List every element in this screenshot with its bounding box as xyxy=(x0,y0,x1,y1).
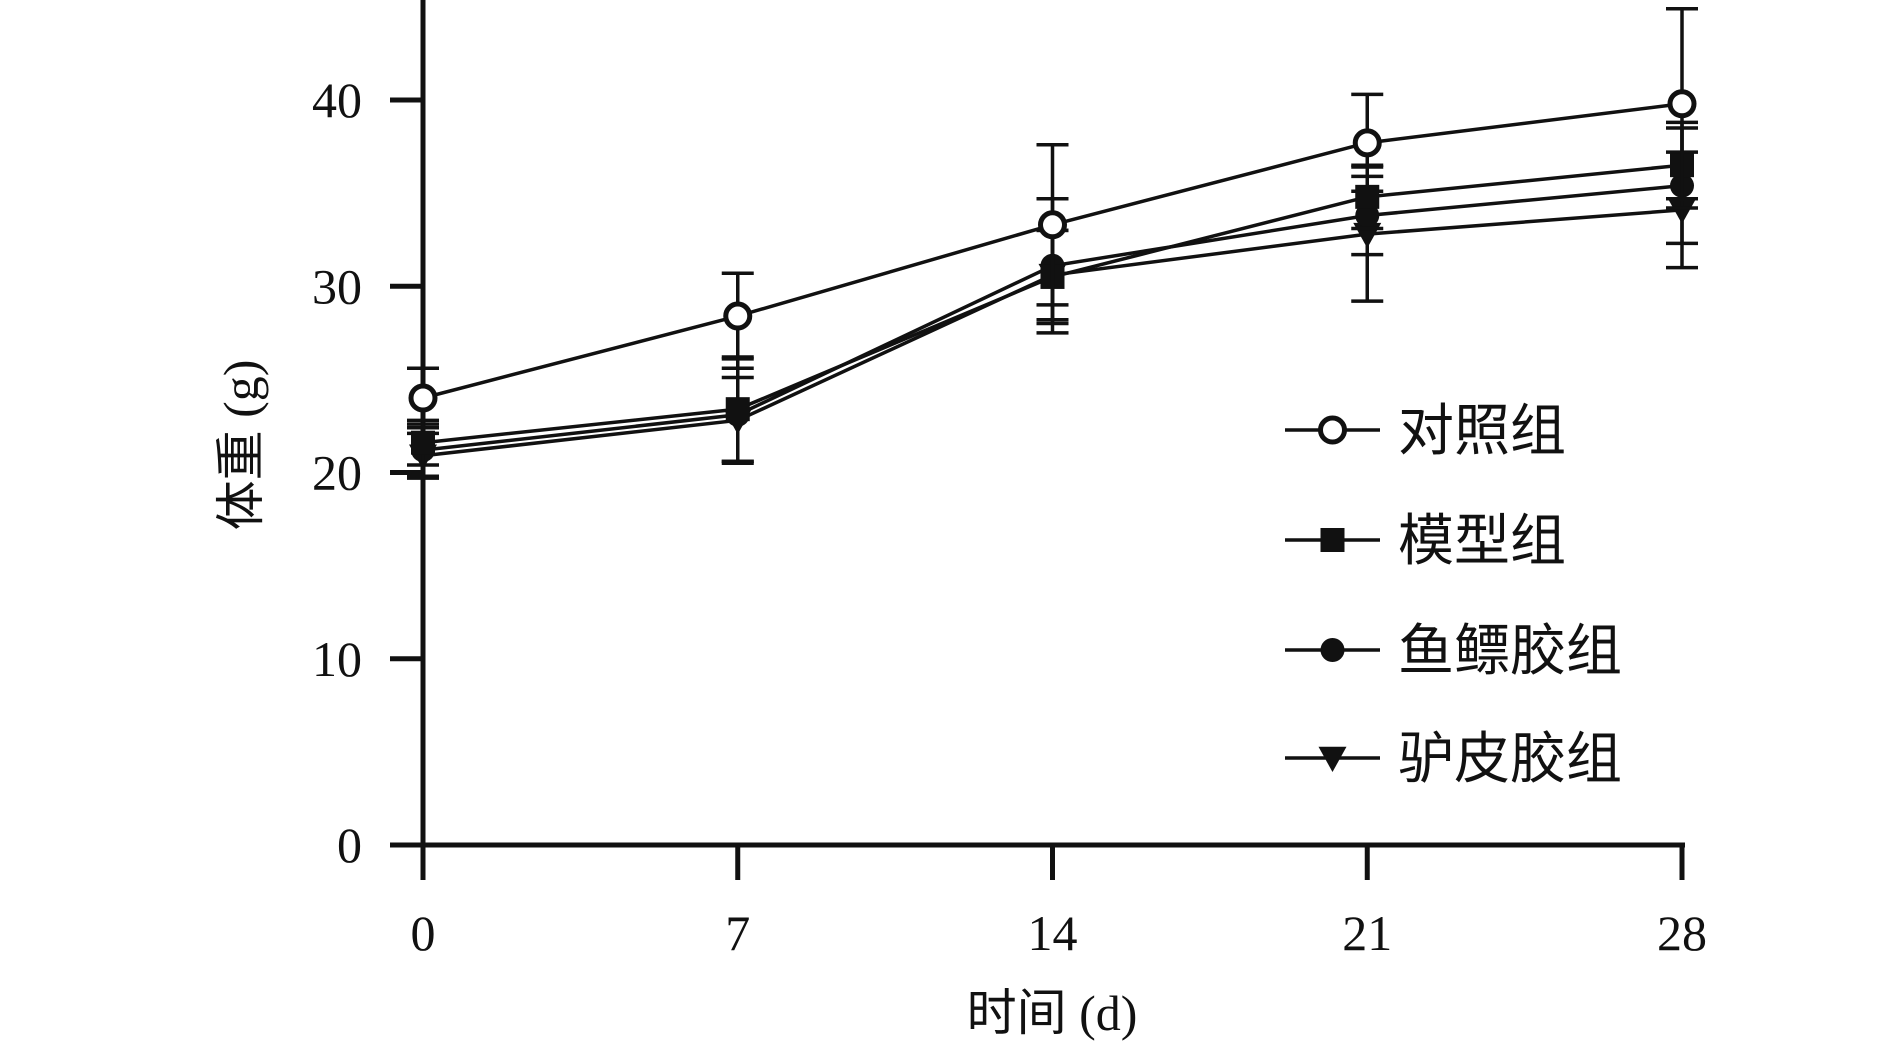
legend-label: 鱼鳔胶组 xyxy=(1398,621,1622,683)
legend-item-3: 驴皮胶组 xyxy=(1285,729,1622,791)
x-ticks: 0 7 14 21 28 xyxy=(411,845,1707,961)
y-tick-label: 0 xyxy=(337,817,362,873)
legend-item-0: 对照组 xyxy=(1285,401,1566,463)
y-tick-label: 20 xyxy=(312,445,362,501)
legend-label: 模型组 xyxy=(1398,511,1566,573)
filled-triangle-marker xyxy=(1318,746,1347,772)
legend-label: 驴皮胶组 xyxy=(1398,729,1622,791)
open-circle-marker xyxy=(1667,89,1697,119)
x-tick-label: 21 xyxy=(1342,905,1392,961)
x-axis-title: 时间 (d) xyxy=(967,985,1138,1041)
open-circle-marker xyxy=(1038,210,1067,240)
y-tick-label: 30 xyxy=(312,258,362,314)
x-tick-label: 0 xyxy=(411,905,436,961)
open-circle-marker xyxy=(723,301,753,331)
y-tick-label: 40 xyxy=(312,72,362,128)
legend-label: 对照组 xyxy=(1398,401,1566,463)
y-axis-title: 体重 (g) xyxy=(213,360,269,531)
x-tick-label: 28 xyxy=(1657,905,1707,961)
series-layer xyxy=(407,6,1698,480)
y-tick-label: 10 xyxy=(312,631,362,687)
filled-square-marker xyxy=(725,397,750,422)
open-circle-marker xyxy=(1352,128,1382,158)
legend-item-1: 模型组 xyxy=(1285,511,1566,573)
x-tick-label: 14 xyxy=(1028,905,1078,961)
x-tick-label: 7 xyxy=(725,905,750,961)
legend-item-2: 鱼鳔胶组 xyxy=(1285,621,1622,683)
open-circle-marker xyxy=(1318,415,1347,445)
y-ticks: 0 10 20 30 40 xyxy=(312,72,423,873)
filled-circle-marker xyxy=(1320,638,1345,662)
filled-square-marker xyxy=(1320,528,1345,552)
series-0 xyxy=(407,6,1698,430)
filled-square-marker xyxy=(411,430,435,455)
open-circle-marker xyxy=(408,383,438,413)
